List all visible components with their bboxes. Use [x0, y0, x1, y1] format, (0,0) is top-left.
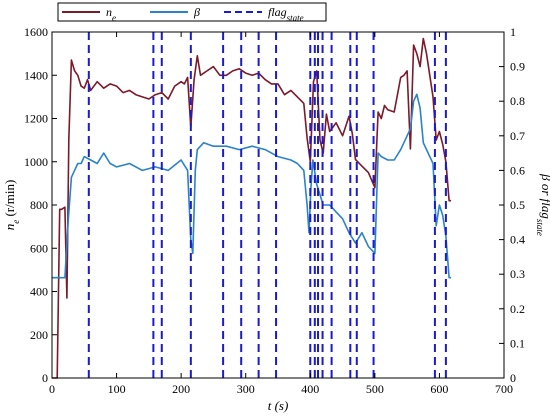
y-right-tick-label: 0.4	[510, 233, 525, 247]
y-left-tick-label: 1200	[24, 112, 48, 126]
y-axis-right-label: β or flagstate	[535, 173, 550, 236]
y-right-tick-label: 0.1	[510, 336, 525, 350]
y-right-tick-label: 0.8	[510, 94, 525, 108]
x-tick-label: 400	[301, 382, 319, 396]
legend-label-beta: β	[193, 5, 200, 19]
legend-box	[57, 2, 327, 22]
x-tick-label: 200	[172, 382, 190, 396]
x-axis-label: t (s)	[268, 398, 289, 413]
y-left-tick-label: 400	[30, 285, 48, 299]
x-tick-label: 0	[49, 382, 55, 396]
legend: ne β flagstate	[57, 2, 327, 23]
y-axis-left-label: ne (r/min)	[2, 180, 21, 231]
y-left-tick-label: 200	[30, 328, 48, 342]
y-right-tick-label: 0.5	[510, 198, 525, 212]
y-right-tick-label: 0.7	[510, 129, 525, 143]
legend-label-ne: ne	[106, 5, 116, 23]
axis-ticks: 0 100 200 300 400 500 600 700020040060080010001…	[24, 25, 525, 396]
legend-label-flag: flagstate	[268, 5, 304, 23]
y-right-tick-label: 0.9	[510, 60, 525, 74]
y-left-tick-label: 1400	[24, 68, 48, 82]
y-right-tick-label: 1	[510, 25, 516, 39]
y-right-tick-label: 0.2	[510, 302, 525, 316]
ne-series-line	[52, 37, 452, 379]
y-left-tick-label: 1000	[24, 155, 48, 169]
y-right-tick-label: 0.6	[510, 163, 525, 177]
beta-series-line	[52, 93, 452, 279]
y-right-tick-label: 0.3	[510, 267, 525, 281]
x-tick-label: 500	[366, 382, 384, 396]
y-left-tick-label: 1600	[24, 25, 48, 39]
plot-series	[52, 32, 452, 379]
y-left-tick-label: 600	[30, 241, 48, 255]
y-right-tick-label: 0	[510, 371, 516, 385]
y-left-tick-label: 800	[30, 198, 48, 212]
x-tick-label: 300	[237, 382, 255, 396]
x-tick-label: 100	[108, 382, 126, 396]
x-tick-label: 700	[495, 382, 513, 396]
y-left-tick-label: 0	[42, 371, 48, 385]
x-tick-label: 600	[430, 382, 448, 396]
